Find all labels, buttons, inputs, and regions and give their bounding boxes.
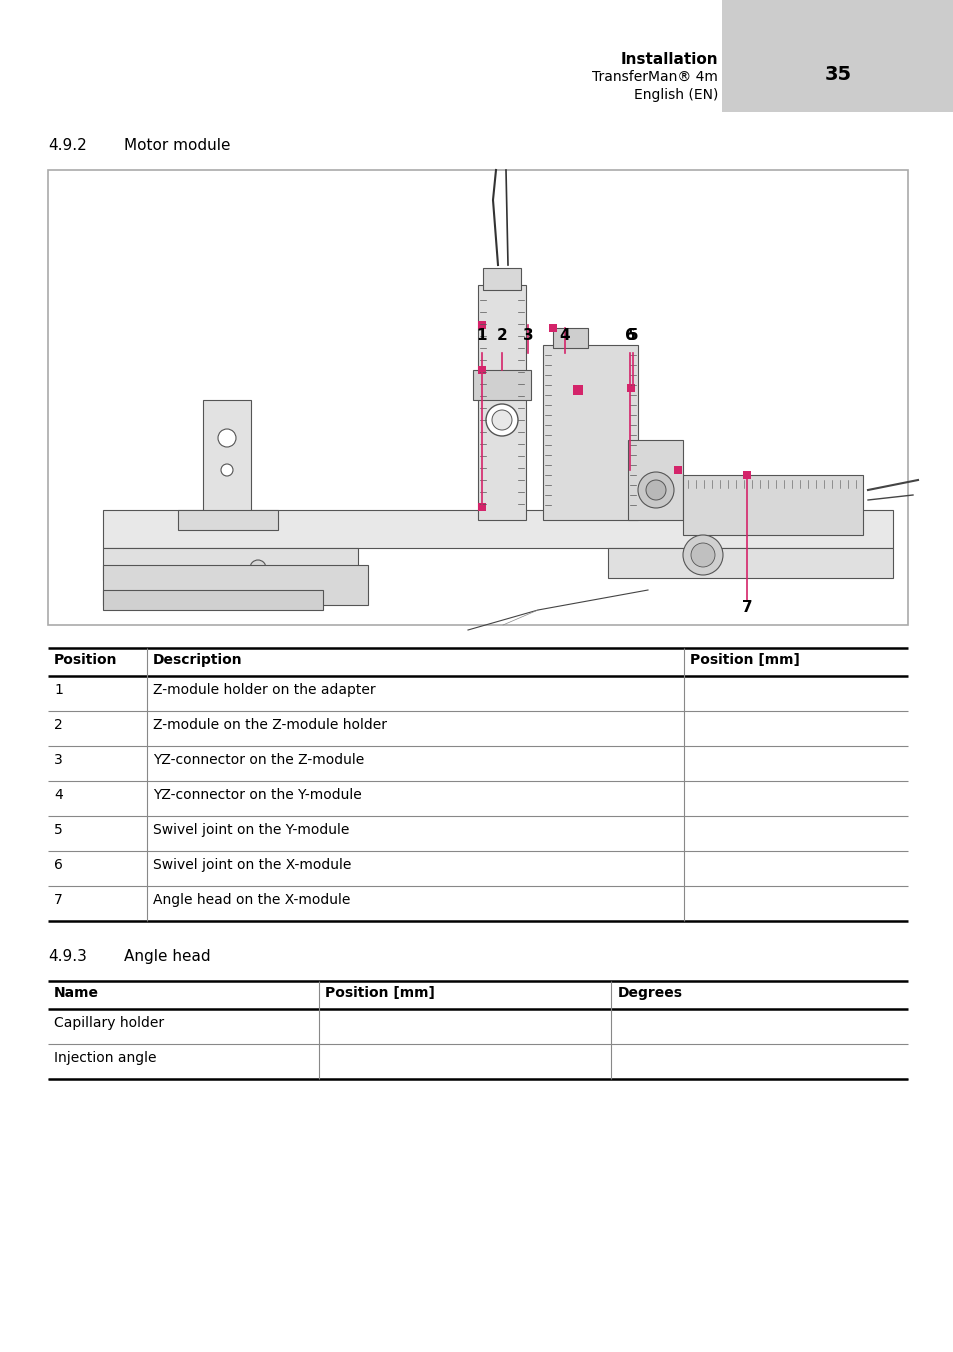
Bar: [103, 565, 368, 604]
Text: Z-module on the Z-module holder: Z-module on the Z-module holder: [152, 718, 387, 731]
Text: 4.9.3: 4.9.3: [48, 949, 87, 964]
Bar: [103, 510, 892, 548]
Bar: [103, 589, 323, 610]
Bar: [673, 466, 681, 475]
Bar: [477, 320, 485, 329]
Text: Angle head on the X-module: Angle head on the X-module: [152, 894, 350, 907]
Text: 1: 1: [54, 683, 63, 698]
Text: Degrees: Degrees: [617, 986, 681, 1000]
Text: YZ-connector on the Y-module: YZ-connector on the Y-module: [152, 788, 361, 802]
Bar: [203, 400, 251, 515]
Text: Z-module holder on the adapter: Z-module holder on the adapter: [152, 683, 375, 698]
Text: English (EN): English (EN): [633, 88, 718, 101]
Text: 3: 3: [522, 329, 533, 343]
Bar: [682, 475, 862, 535]
Bar: [553, 329, 587, 347]
Text: Description: Description: [152, 653, 242, 667]
Bar: [477, 503, 485, 511]
Bar: [542, 345, 638, 521]
Text: Installation: Installation: [619, 51, 718, 68]
Text: Motor module: Motor module: [124, 138, 231, 153]
Text: Position [mm]: Position [mm]: [325, 986, 435, 1000]
Text: 6: 6: [624, 329, 635, 343]
Text: Swivel joint on the Y-module: Swivel joint on the Y-module: [152, 823, 349, 837]
Circle shape: [221, 464, 233, 476]
Bar: [548, 324, 557, 333]
Text: Capillary holder: Capillary holder: [54, 1015, 164, 1030]
Text: 35: 35: [823, 65, 851, 84]
Bar: [742, 470, 750, 479]
Circle shape: [485, 404, 517, 435]
Bar: [482, 268, 520, 289]
Text: 2: 2: [54, 718, 63, 731]
Bar: [178, 510, 277, 530]
Bar: [627, 439, 682, 521]
Text: 5: 5: [627, 329, 638, 343]
Text: TransferMan® 4m: TransferMan® 4m: [592, 70, 718, 84]
Text: 7: 7: [54, 894, 63, 907]
Text: 5: 5: [54, 823, 63, 837]
Text: Position: Position: [54, 653, 117, 667]
Text: Injection angle: Injection angle: [54, 1051, 156, 1065]
Bar: [477, 285, 525, 521]
Bar: [473, 370, 531, 400]
Text: Name: Name: [54, 986, 99, 1000]
Text: 2: 2: [497, 329, 507, 343]
Text: 4: 4: [559, 329, 570, 343]
Circle shape: [218, 429, 235, 448]
Bar: [721, 0, 953, 112]
Text: Angle head: Angle head: [124, 949, 211, 964]
Text: 4: 4: [54, 788, 63, 802]
Bar: [48, 170, 907, 625]
Text: Position [mm]: Position [mm]: [690, 653, 800, 667]
Text: 1: 1: [476, 329, 487, 343]
Text: 3: 3: [54, 753, 63, 767]
Circle shape: [682, 535, 722, 575]
Text: 7: 7: [740, 600, 752, 615]
Bar: [607, 548, 892, 579]
Bar: [103, 548, 357, 580]
Bar: [573, 385, 582, 395]
Circle shape: [690, 544, 714, 566]
Text: YZ-connector on the Z-module: YZ-connector on the Z-module: [152, 753, 364, 767]
Circle shape: [250, 560, 266, 576]
Bar: [626, 384, 635, 392]
Text: Swivel joint on the X-module: Swivel joint on the X-module: [152, 859, 351, 872]
Circle shape: [638, 472, 673, 508]
Text: 4.9.2: 4.9.2: [48, 138, 87, 153]
Circle shape: [492, 410, 512, 430]
Bar: [477, 366, 485, 375]
Circle shape: [645, 480, 665, 500]
Text: 6: 6: [54, 859, 63, 872]
